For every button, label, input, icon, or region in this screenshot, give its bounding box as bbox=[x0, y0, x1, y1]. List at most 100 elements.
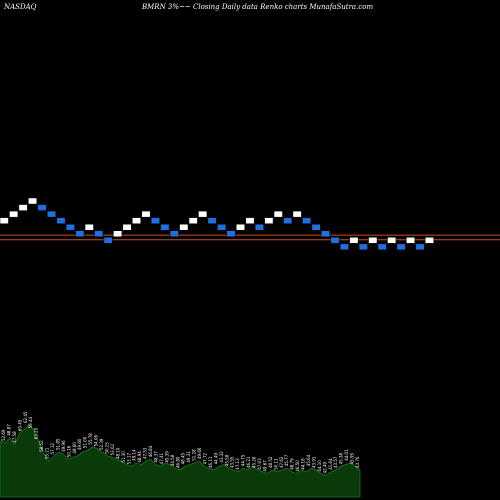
renko-brick-up bbox=[113, 230, 123, 238]
volume-label: 52.69 bbox=[1, 429, 6, 441]
volume-label: 49.31 bbox=[186, 451, 191, 463]
volume-label: 44.49 bbox=[213, 452, 218, 464]
volume-label: 53.17 bbox=[126, 452, 131, 464]
renko-brick-down bbox=[65, 223, 75, 231]
chart-subtitle: BMRN 3%~~ Closing Daily data Renko chart… bbox=[142, 3, 374, 11]
volume-label: 60.45 bbox=[17, 419, 22, 431]
renko-brick-up bbox=[245, 217, 255, 224]
renko-brick-up bbox=[198, 210, 208, 218]
renko-brick-up bbox=[28, 197, 38, 205]
volume-label: 42.49 bbox=[322, 461, 327, 473]
volume-label: 47.41 bbox=[159, 452, 164, 464]
volume-label: 49.14 bbox=[132, 449, 137, 461]
volume-label: 46.80 bbox=[175, 456, 180, 468]
volume-label: 47.58 bbox=[12, 431, 17, 443]
renko-brick-down bbox=[217, 223, 227, 231]
renko-brick-down bbox=[396, 243, 406, 251]
volume-label: 58.52 bbox=[39, 440, 44, 452]
volume-label: 43.70 bbox=[355, 456, 360, 468]
volume-area-path bbox=[0, 424, 361, 498]
renko-brick-up bbox=[84, 223, 94, 231]
renko-brick-down bbox=[47, 210, 56, 218]
renko-brick-down bbox=[377, 243, 387, 251]
volume-label: 51.30 bbox=[121, 451, 126, 463]
volume-label: 49.60 bbox=[77, 438, 82, 450]
volume-label: 48.52 bbox=[268, 456, 273, 468]
volume-label: 50.11 bbox=[273, 458, 278, 470]
volume-label: 46.84 bbox=[148, 445, 153, 457]
renko-brick-up bbox=[122, 223, 132, 231]
volume-label: 48.45 bbox=[181, 452, 186, 464]
volume-label: 50.16 bbox=[66, 445, 71, 457]
volume-label: 53.02 bbox=[110, 443, 115, 455]
volume-label: 44.75 bbox=[241, 454, 246, 466]
volume-label: 46.50 bbox=[295, 460, 300, 472]
volume-label: 59.44 bbox=[28, 416, 33, 428]
volume-label: 55.21 bbox=[45, 447, 50, 459]
volume-label: 57.12 bbox=[50, 443, 55, 455]
renko-brick-up bbox=[236, 223, 245, 231]
volume-label: 46.11 bbox=[208, 456, 213, 468]
volume-label: 55.78 bbox=[88, 433, 93, 445]
volume-label: 48.37 bbox=[154, 451, 159, 463]
renko-brick-down bbox=[160, 223, 170, 231]
volume-label: 41.64 bbox=[328, 458, 333, 470]
volume-label: 52.39 bbox=[99, 438, 104, 450]
volume-label: 47.53 bbox=[143, 447, 148, 459]
renko-brick-down bbox=[311, 223, 321, 231]
volume-label: 45.39 bbox=[164, 451, 169, 463]
volume-label: 45.26 bbox=[252, 456, 257, 468]
volume-label: 43.55 bbox=[230, 456, 235, 468]
volume-label: 47.62 bbox=[279, 456, 284, 468]
volume-label: 48.79 bbox=[290, 458, 295, 470]
renko-brick-down bbox=[37, 204, 47, 211]
volume-label: 49.67 bbox=[262, 460, 267, 472]
renko-brick-up bbox=[368, 237, 378, 244]
renko-brick-down bbox=[415, 243, 425, 251]
renko-brick-up bbox=[141, 210, 151, 218]
renko-brick-up bbox=[387, 237, 397, 244]
volume-label: 44.10 bbox=[317, 460, 322, 472]
volume-label: 51.85 bbox=[56, 438, 61, 450]
volume-label: 48.60 bbox=[72, 442, 77, 454]
renko-brick-down bbox=[103, 237, 113, 244]
volume-label: 44.18 bbox=[301, 458, 306, 470]
renko-brick-up bbox=[188, 217, 198, 224]
volume-label: 45.58 bbox=[224, 454, 229, 466]
volume-label: 44.01 bbox=[344, 449, 349, 461]
renko-brick-up bbox=[264, 217, 274, 224]
renko-brick-up bbox=[406, 237, 416, 244]
renko-brick-down bbox=[207, 217, 217, 224]
renko-brick-down bbox=[56, 217, 66, 224]
volume-label: 50.15 bbox=[105, 442, 110, 454]
renko-brick-down bbox=[330, 237, 340, 244]
renko-brick-down bbox=[302, 217, 312, 224]
renko-brick-up bbox=[0, 217, 9, 224]
volume-label: 43.32 bbox=[219, 451, 224, 463]
volume-label: 45.77 bbox=[284, 454, 289, 466]
renko-brick-down bbox=[226, 230, 236, 238]
volume-label: 43.57 bbox=[333, 456, 338, 468]
renko-brick-up bbox=[179, 223, 189, 231]
renko-brick-up bbox=[9, 210, 19, 218]
volume-label: 46.21 bbox=[246, 456, 251, 468]
volume-label: 48.87 bbox=[6, 424, 11, 436]
volume-label: 45.95 bbox=[350, 452, 355, 464]
renko-bricks bbox=[0, 197, 434, 251]
volume-label: 43.91 bbox=[311, 456, 316, 468]
renko-brick-down bbox=[321, 230, 330, 238]
volume-label: 47.03 bbox=[257, 458, 262, 470]
volume-label: 44.58 bbox=[170, 454, 175, 466]
volume-label: 48.94 bbox=[137, 451, 142, 463]
renko-brick-down bbox=[75, 230, 85, 238]
renko-brick-up bbox=[425, 237, 434, 244]
volume-label: 48.10 bbox=[115, 447, 120, 459]
renko-brick-down bbox=[169, 230, 179, 238]
renko-brick-down bbox=[94, 230, 104, 238]
renko-brick-down bbox=[254, 223, 264, 231]
renko-brick-down bbox=[358, 243, 368, 251]
volume-label: 45.64 bbox=[306, 454, 311, 466]
volume-label: 45.38 bbox=[339, 452, 344, 464]
